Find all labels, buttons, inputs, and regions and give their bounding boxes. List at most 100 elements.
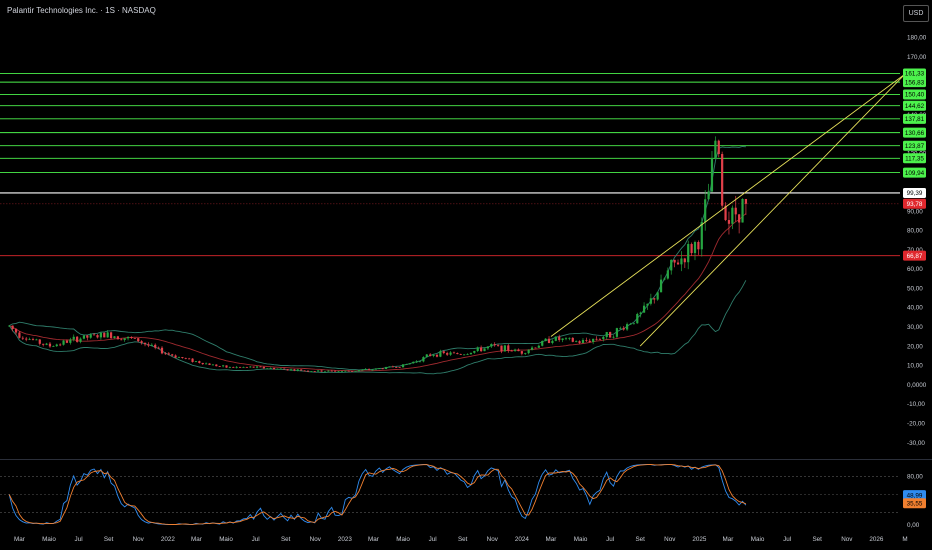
candle-body (625, 324, 629, 330)
candle-body (357, 370, 361, 371)
x-tick-label: Set (458, 536, 468, 543)
candle-body (619, 327, 622, 329)
x-tick-label: 2024 (515, 536, 530, 543)
x-tick-label: Maio (751, 536, 765, 543)
candle-body (558, 336, 561, 341)
candle-body (222, 365, 225, 367)
candle-body (255, 366, 259, 368)
candle-body (581, 339, 585, 343)
candle-body (598, 339, 602, 340)
candle-body (351, 370, 354, 372)
x-tick-label: Mar (723, 536, 734, 543)
candle-body (323, 371, 327, 373)
candle-body (381, 368, 384, 370)
candle-body (48, 343, 52, 347)
x-tick-label: Mar (546, 536, 557, 543)
candle-body (330, 370, 333, 372)
candle-body (663, 278, 666, 280)
candle-body (205, 363, 208, 365)
candle-body (347, 370, 350, 372)
candle-body (211, 364, 215, 366)
x-tick-label: 2023 (338, 536, 353, 543)
candle-body (388, 366, 391, 368)
trend-lines[interactable] (550, 73, 906, 347)
candle-body (25, 338, 28, 340)
candle-body (344, 370, 347, 372)
candle-body (524, 353, 527, 354)
candle-body (238, 366, 242, 368)
candle-body (93, 334, 96, 336)
stoch-k-tag (903, 490, 926, 501)
candle-body (605, 332, 608, 338)
candle-body (289, 369, 293, 371)
candle-body (653, 298, 656, 300)
candle-body (218, 366, 221, 368)
trend-line[interactable] (639, 73, 906, 347)
bollinger-lower-line (8, 280, 747, 375)
price-tag (903, 127, 926, 138)
candle-body (154, 344, 157, 348)
candle-body (449, 352, 452, 355)
candle-body (45, 343, 48, 345)
candle-body (547, 338, 551, 344)
candle-body (534, 347, 537, 349)
x-tick-label: Jul (783, 536, 791, 543)
x-tick-label: Nov (664, 536, 676, 543)
candle-body (259, 366, 262, 368)
candles (8, 136, 748, 373)
candle-body (14, 328, 18, 333)
price-tag (903, 89, 926, 100)
candle-body (435, 354, 439, 357)
x-tick-label: Nov (841, 536, 853, 543)
currency-button[interactable]: USD (903, 5, 929, 22)
price-tag (903, 153, 926, 164)
candle-body (401, 364, 405, 368)
candle-body (174, 355, 177, 358)
candle-body (398, 367, 401, 369)
candle-body (659, 279, 663, 293)
candle-body (412, 361, 415, 364)
candle-body (473, 350, 476, 353)
candle-body (636, 313, 639, 324)
trend-line[interactable] (550, 73, 906, 337)
candle-body (79, 338, 82, 342)
price-tag-label: 66,87 (907, 253, 923, 260)
candle-body (120, 339, 123, 341)
candle-body (272, 368, 276, 370)
candle-body (252, 366, 255, 368)
candle-body (541, 340, 544, 346)
chart-title: Palantir Technologies Inc. · 1S · NASDAQ (7, 6, 156, 15)
stoch-k-tag-label: 48,99 (907, 492, 923, 499)
candle-body (38, 339, 41, 344)
candle-body (164, 353, 167, 355)
price-tag-label: 137,81 (905, 116, 925, 123)
candle-body (568, 337, 571, 339)
x-tick-label: 2026 (869, 536, 884, 543)
y-tick-label: 50,00 (907, 285, 923, 292)
candle-body (126, 336, 130, 339)
price-tag-label: 161,33 (905, 71, 925, 78)
candle-body (72, 336, 75, 340)
candle-body (629, 323, 632, 325)
candle-body (463, 354, 466, 356)
x-tick-label: M (902, 536, 907, 543)
candle-body (429, 354, 432, 356)
candle-body (82, 335, 86, 339)
candle-body (649, 298, 652, 304)
price-tag (903, 167, 926, 178)
y-tick-label: 30,00 (907, 324, 923, 331)
candle-body (276, 368, 279, 370)
candle-body (177, 357, 181, 358)
price-tag (903, 187, 926, 198)
candle-body (42, 343, 45, 345)
candle-body (561, 338, 564, 341)
candle-body (228, 366, 232, 368)
y-tick-label: 180,00 (907, 35, 927, 42)
moving-average-line (8, 213, 747, 372)
candle-body (466, 354, 469, 355)
candle-body (215, 364, 218, 367)
candle-body (602, 337, 605, 340)
candle-body (704, 199, 707, 222)
candle-body (303, 370, 306, 372)
